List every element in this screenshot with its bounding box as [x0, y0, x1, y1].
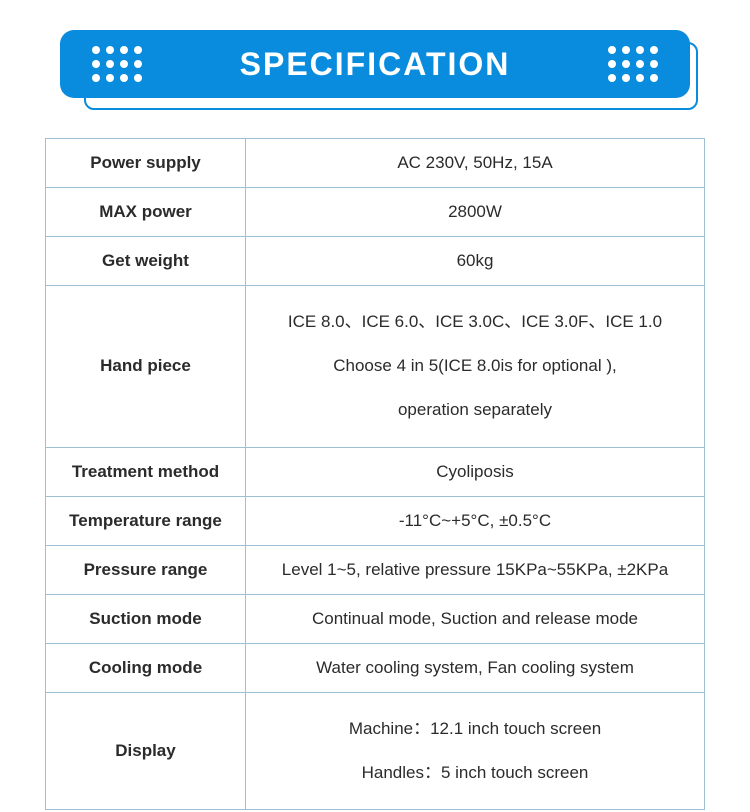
table-row: Power supplyAC 230V, 50Hz, 15A [46, 139, 705, 188]
spec-value: Water cooling system, Fan cooling system [246, 643, 705, 692]
table-row: Temperature range-11°C~+5°C, ±0.5°C [46, 496, 705, 545]
spec-label: Hand piece [46, 286, 246, 448]
table-row: Suction modeContinual mode, Suction and … [46, 594, 705, 643]
spec-label: Power supply [46, 139, 246, 188]
spec-value: Machine：12.1 inch touch screenHandles：5 … [246, 692, 705, 809]
table-row: Pressure rangeLevel 1~5, relative pressu… [46, 545, 705, 594]
table-row: Get weight60kg [46, 237, 705, 286]
spec-table-body: Power supplyAC 230V, 50Hz, 15AMAX power2… [46, 139, 705, 810]
spec-label: MAX power [46, 188, 246, 237]
dot-grid-right-icon [608, 46, 658, 82]
table-row: MAX power2800W [46, 188, 705, 237]
dot-grid-left-icon [92, 46, 142, 82]
spec-value: 2800W [246, 188, 705, 237]
spec-value: Level 1~5, relative pressure 15KPa~55KPa… [246, 545, 705, 594]
table-row: Treatment methodCyoliposis [46, 447, 705, 496]
spec-value: ICE 8.0、ICE 6.0、ICE 3.0C、ICE 3.0F、ICE 1.… [246, 286, 705, 448]
table-row: Hand pieceICE 8.0、ICE 6.0、ICE 3.0C、ICE 3… [46, 286, 705, 448]
spec-label: Suction mode [46, 594, 246, 643]
spec-value: AC 230V, 50Hz, 15A [246, 139, 705, 188]
banner-fill: SPECIFICATION [60, 30, 690, 98]
banner-title: SPECIFICATION [240, 46, 511, 83]
spec-label: Get weight [46, 237, 246, 286]
spec-value: 60kg [246, 237, 705, 286]
table-row: Cooling modeWater cooling system, Fan co… [46, 643, 705, 692]
spec-label: Treatment method [46, 447, 246, 496]
spec-value: Cyoliposis [246, 447, 705, 496]
title-banner: SPECIFICATION [60, 30, 690, 98]
spec-label: Temperature range [46, 496, 246, 545]
spec-label: Cooling mode [46, 643, 246, 692]
spec-table: Power supplyAC 230V, 50Hz, 15AMAX power2… [45, 138, 705, 810]
spec-label: Display [46, 692, 246, 809]
spec-value: -11°C~+5°C, ±0.5°C [246, 496, 705, 545]
spec-value: Continual mode, Suction and release mode [246, 594, 705, 643]
spec-label: Pressure range [46, 545, 246, 594]
table-row: DisplayMachine：12.1 inch touch screenHan… [46, 692, 705, 809]
